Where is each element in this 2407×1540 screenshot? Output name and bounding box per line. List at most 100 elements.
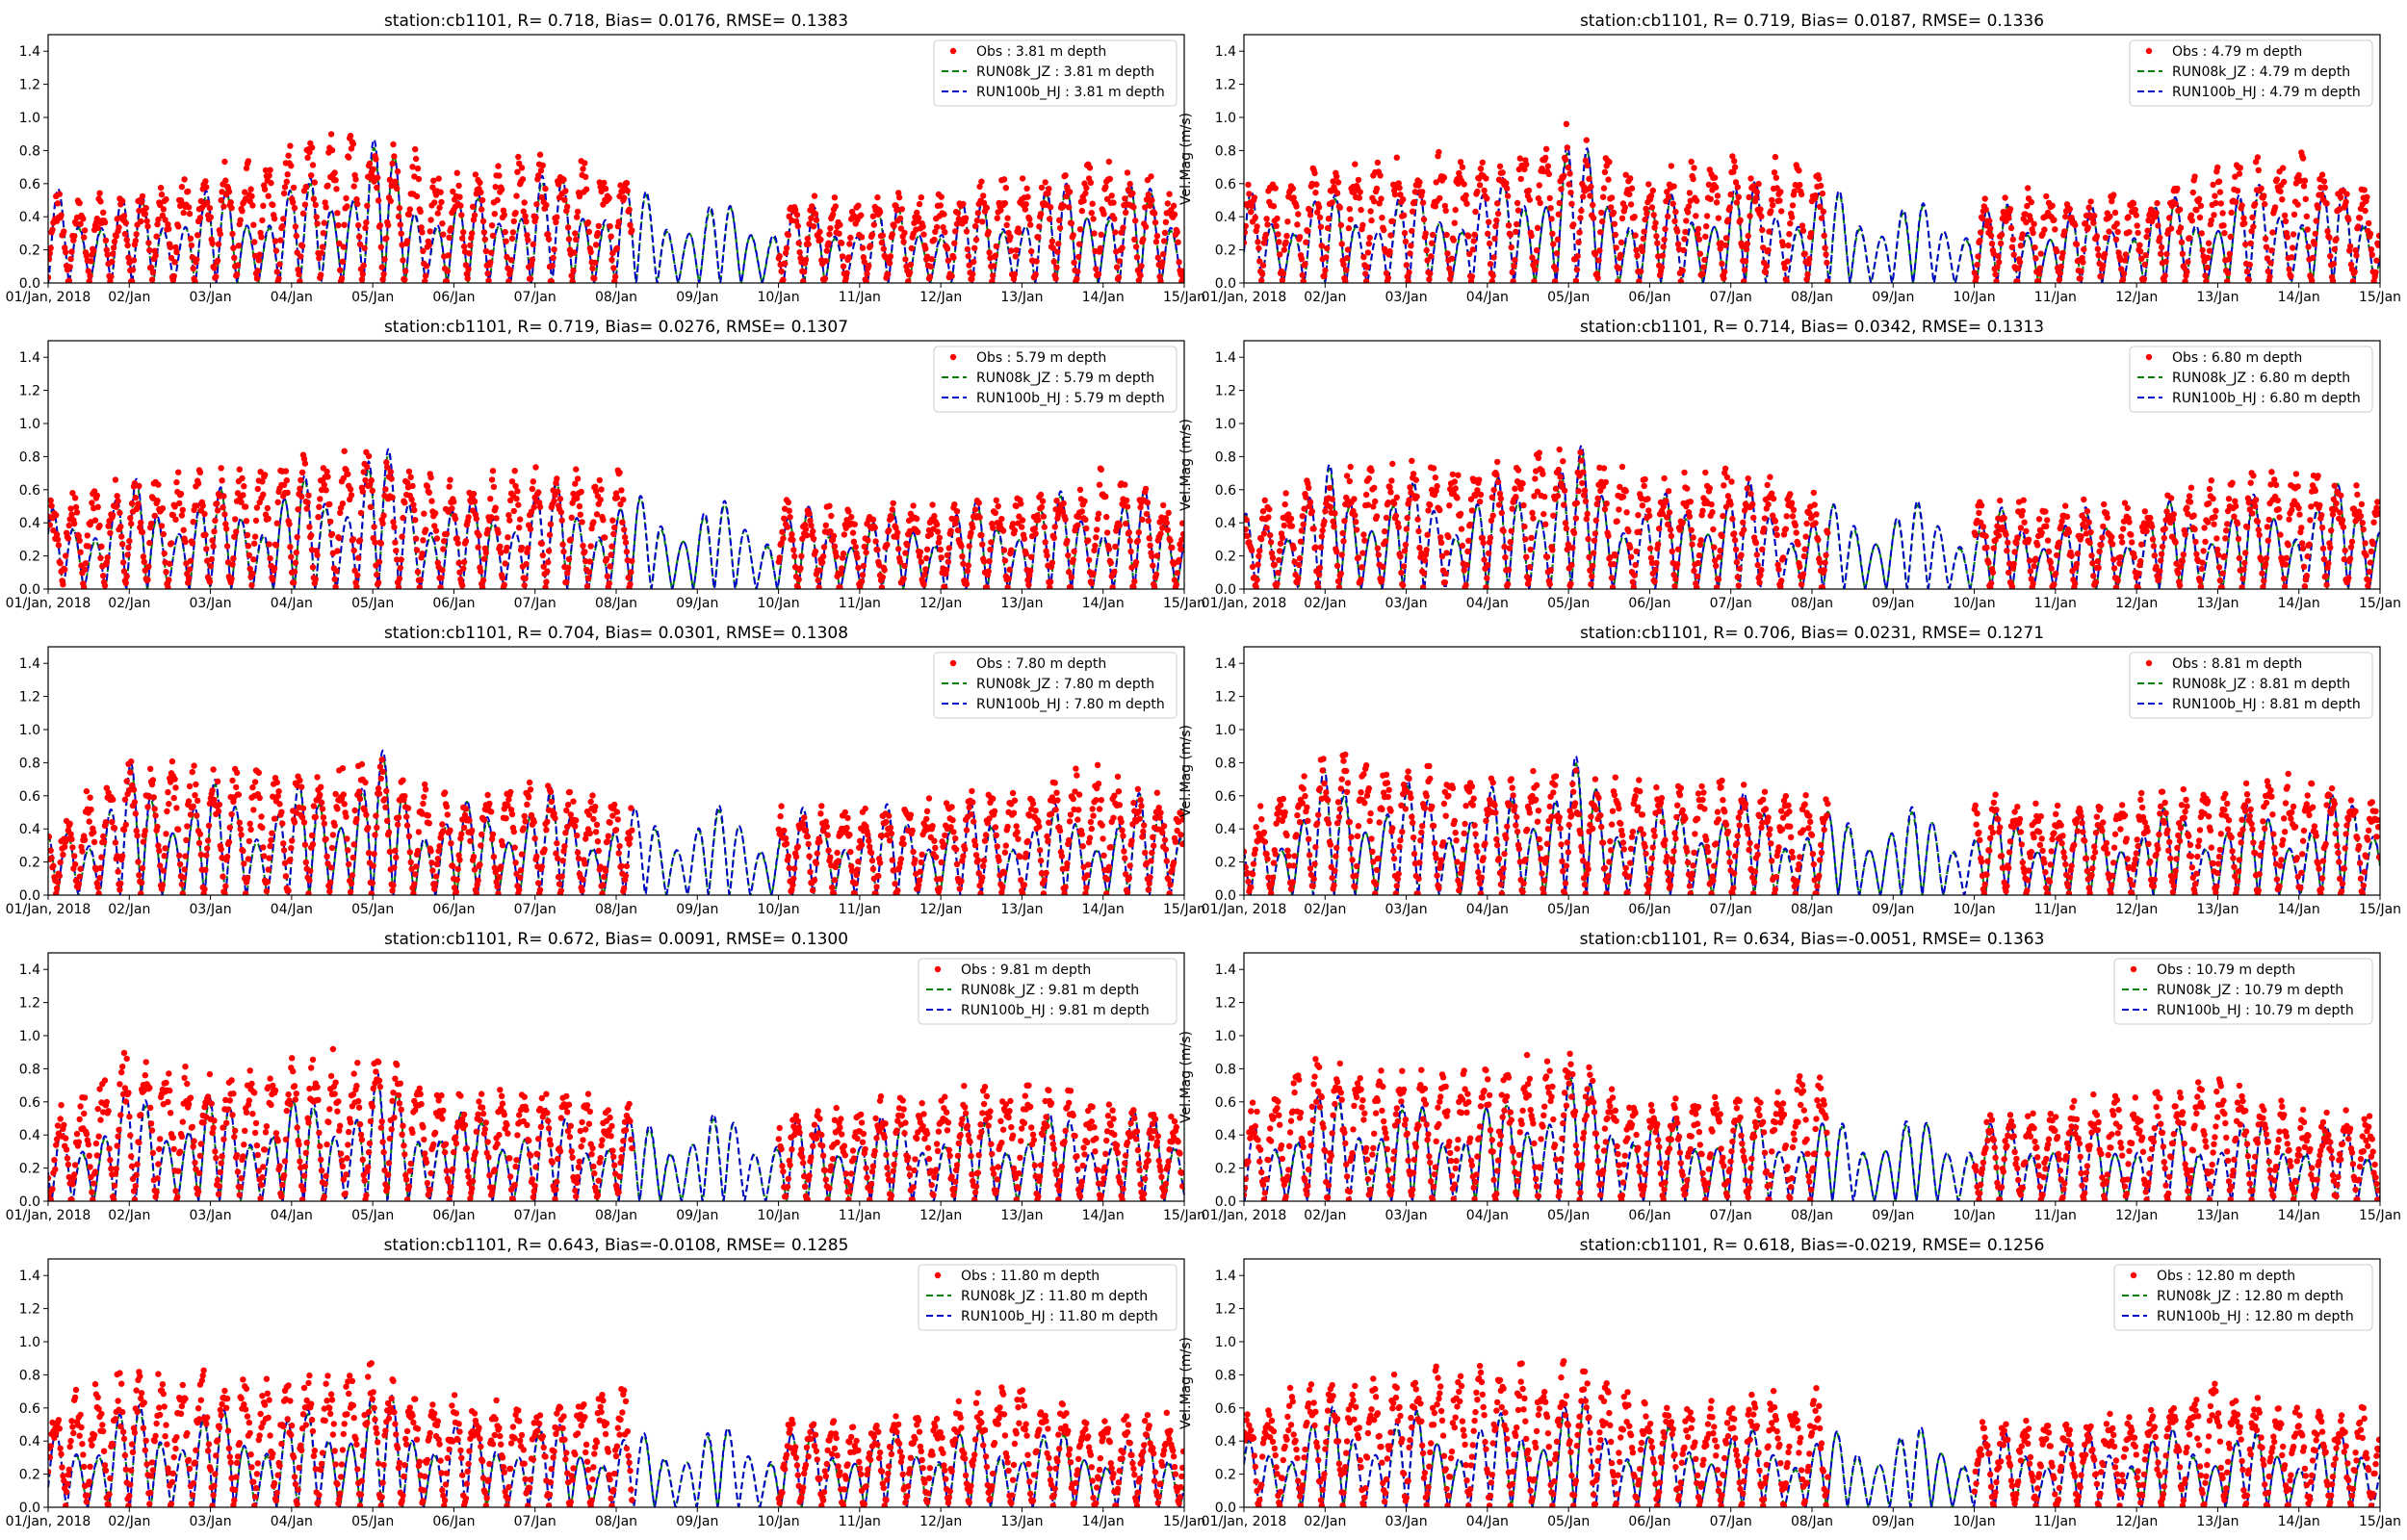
obs-point — [1430, 465, 1437, 472]
obs-point — [1488, 494, 1496, 500]
obs-point — [1338, 552, 1345, 558]
obs-point — [2371, 273, 2378, 280]
obs-point — [2172, 539, 2179, 546]
obs-point — [97, 864, 104, 871]
subplot-4: station:cb1101, R= 0.714, Bias= 0.0342, … — [1178, 318, 2401, 611]
obs-point — [1129, 190, 1136, 197]
obs-point — [2024, 202, 2031, 210]
obs-point — [590, 519, 597, 526]
obs-point — [1454, 495, 1461, 501]
obs-point — [2318, 525, 2326, 531]
obs-point — [570, 267, 577, 274]
obs-point — [1502, 553, 1509, 561]
obs-point — [592, 242, 600, 248]
obs-point — [1656, 526, 1663, 532]
obs-point — [878, 584, 886, 589]
obs-point — [119, 541, 126, 548]
obs-point — [2271, 204, 2279, 211]
obs-point — [544, 568, 551, 575]
x-tick-label: 11/Jan — [839, 902, 881, 917]
obs-point — [323, 204, 329, 211]
obs-point — [2311, 241, 2318, 247]
obs-point — [102, 819, 110, 826]
obs-point — [420, 537, 427, 544]
obs-point — [1998, 231, 2006, 238]
obs-point — [2294, 201, 2301, 208]
obs-point — [848, 513, 855, 521]
obs-point — [2281, 576, 2288, 582]
obs-point — [2210, 181, 2216, 189]
obs-point — [554, 214, 560, 220]
obs-point — [1402, 238, 1410, 245]
obs-point — [1529, 254, 1536, 261]
obs-point — [323, 487, 329, 494]
obs-point — [2297, 177, 2304, 184]
obs-point — [1011, 527, 1019, 534]
obs-point — [48, 502, 55, 509]
obs-point — [1312, 189, 1319, 196]
obs-point — [1028, 247, 1035, 255]
obs-point — [1126, 528, 1133, 536]
obs-point — [2175, 570, 2182, 577]
obs-point — [469, 203, 477, 210]
obs-point — [910, 502, 917, 509]
obs-point — [916, 200, 923, 208]
obs-point — [827, 225, 834, 232]
obs-point — [2346, 243, 2354, 250]
obs-point — [2001, 515, 2007, 522]
obs-point — [2366, 577, 2372, 584]
obs-point — [175, 826, 182, 833]
obs-point — [1583, 516, 1591, 523]
obs-point — [1175, 239, 1181, 245]
obs-point — [1360, 253, 1367, 261]
obs-point — [1564, 546, 1571, 553]
legend-box — [2129, 346, 2373, 413]
series-run08k-line — [48, 451, 1184, 589]
obs-point — [123, 573, 130, 579]
obs-point — [1092, 542, 1099, 550]
obs-point — [1722, 235, 1730, 242]
obs-point — [1277, 540, 1284, 547]
obs-point — [2008, 244, 2016, 250]
obs-point — [139, 864, 146, 872]
obs-point — [545, 558, 552, 566]
obs-point — [582, 160, 588, 167]
obs-point — [1701, 256, 1708, 264]
obs-point — [1413, 493, 1420, 500]
obs-point — [1517, 175, 1524, 183]
obs-point — [2263, 554, 2270, 562]
obs-point — [2034, 542, 2041, 549]
obs-point — [994, 215, 1001, 221]
obs-point — [1123, 209, 1129, 216]
obs-point — [1137, 503, 1144, 511]
y-tick-label: 0.2 — [1215, 550, 1236, 565]
obs-point — [1985, 559, 1992, 566]
obs-point — [1107, 559, 1115, 566]
obs-point — [1075, 253, 1082, 261]
obs-point — [123, 778, 130, 784]
obs-point — [2188, 218, 2195, 224]
obs-point — [228, 204, 235, 212]
obs-point — [1563, 120, 1570, 127]
obs-point — [1509, 505, 1515, 512]
obs-point — [437, 584, 444, 589]
obs-point — [1008, 547, 1015, 553]
y-tick-label: 0.8 — [19, 449, 40, 465]
obs-point — [326, 500, 333, 508]
obs-point — [2300, 183, 2308, 190]
obs-point — [2068, 552, 2075, 559]
obs-point — [1752, 194, 1760, 201]
obs-point — [1145, 517, 1152, 525]
obs-point — [995, 502, 1001, 510]
obs-point — [1750, 514, 1757, 522]
obs-point — [522, 213, 529, 219]
obs-point — [2045, 548, 2053, 555]
obs-point — [2280, 165, 2287, 171]
obs-point — [479, 206, 485, 213]
obs-point — [1403, 526, 1411, 532]
obs-point — [426, 242, 432, 248]
obs-point — [1779, 242, 1787, 249]
obs-point — [403, 479, 411, 486]
obs-point — [2367, 230, 2374, 238]
obs-point — [206, 578, 214, 585]
